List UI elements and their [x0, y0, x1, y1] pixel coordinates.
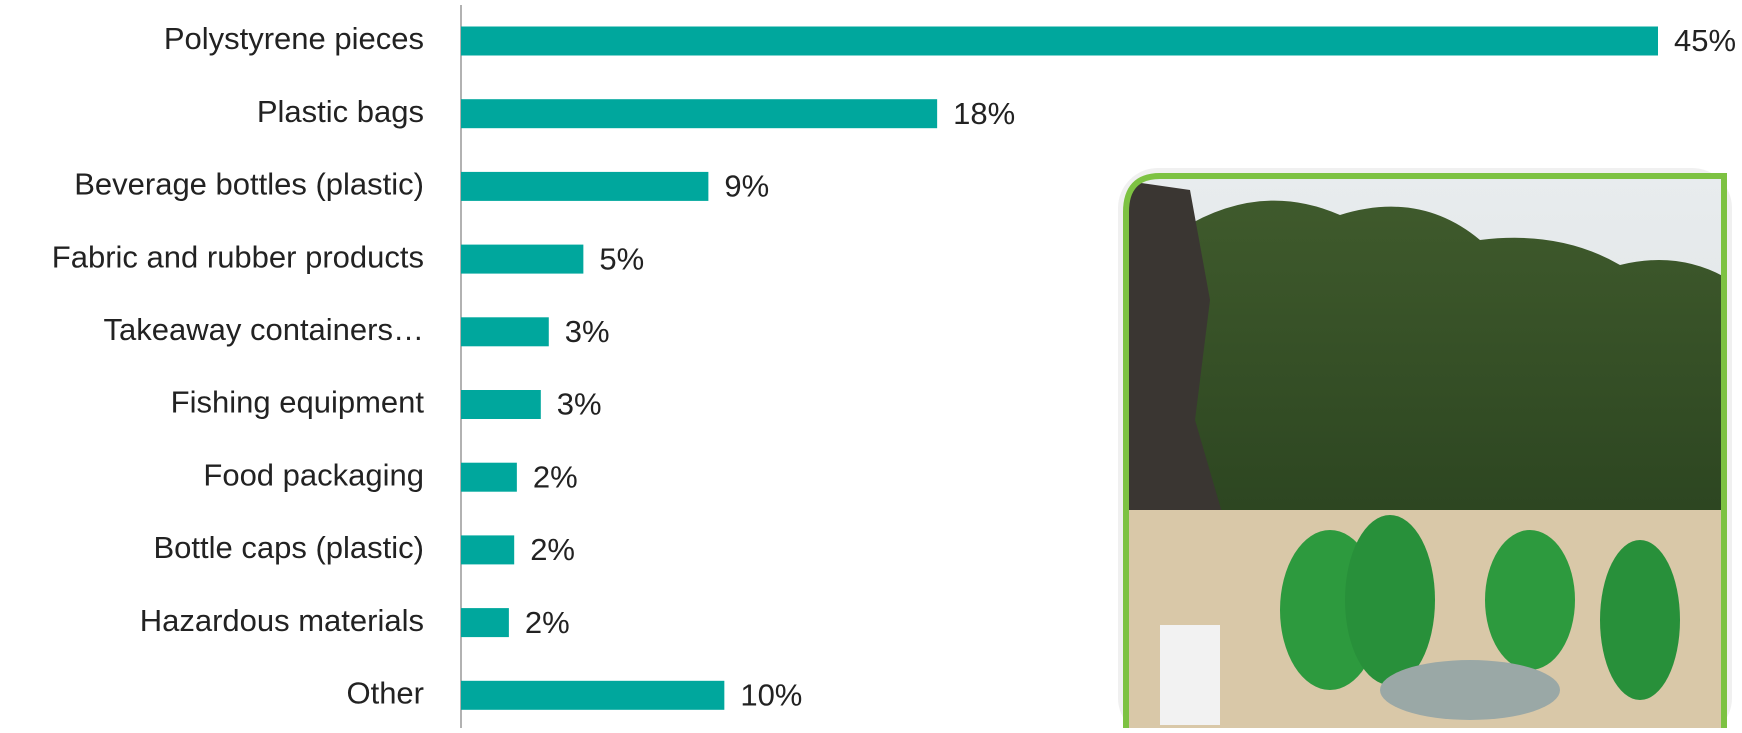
category-label: Fishing equipment — [171, 385, 425, 420]
data-label: 3% — [557, 387, 602, 422]
bar — [461, 535, 515, 565]
data-label: 10% — [740, 677, 802, 712]
data-label: 45% — [1674, 23, 1736, 58]
data-label: 9% — [724, 169, 769, 204]
category-label: Hazardous materials — [140, 603, 424, 638]
category-label: Polystyrene pieces — [164, 21, 424, 56]
bar — [461, 462, 517, 492]
bar — [461, 244, 584, 274]
category-label: Fabric and rubber products — [52, 239, 424, 274]
data-label: 2% — [525, 605, 570, 640]
data-label: 3% — [565, 314, 610, 349]
data-label: 2% — [533, 459, 578, 494]
bar — [461, 317, 549, 347]
data-label: 5% — [599, 241, 644, 276]
category-label: Food packaging — [203, 457, 424, 492]
data-label: 18% — [953, 96, 1015, 131]
category-label: Beverage bottles (plastic) — [74, 167, 424, 202]
category-label: Plastic bags — [257, 94, 424, 129]
data-label: 2% — [530, 532, 575, 567]
photo — [1118, 168, 1732, 733]
bar — [461, 171, 709, 201]
bar — [461, 99, 938, 129]
bar — [461, 390, 541, 419]
bar — [461, 680, 725, 710]
bar — [461, 608, 509, 638]
category-label: Other — [346, 675, 424, 710]
category-label: Takeaway containers… — [104, 312, 425, 347]
bar — [461, 26, 1658, 56]
category-label: Bottle caps (plastic) — [154, 530, 425, 565]
